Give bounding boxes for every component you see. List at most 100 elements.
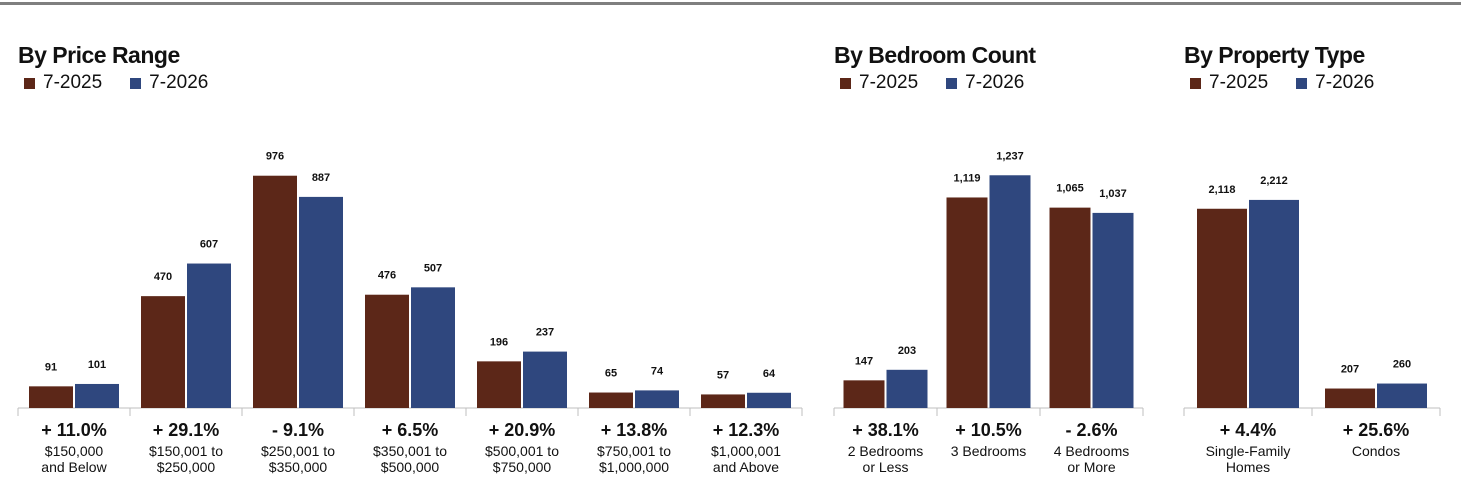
change-label: + 13.8% [601, 420, 668, 440]
data-label: 1,119 [954, 172, 981, 184]
category-label: $750,001 to [597, 443, 671, 459]
bar-7-2026 [1249, 199, 1299, 408]
data-label: 1,237 [996, 150, 1024, 162]
legend: 7-2025 7-2026 [840, 72, 1024, 94]
category-label: 4 Bedrooms [1054, 443, 1129, 459]
change-label: + 38.1% [852, 420, 919, 440]
data-label: 2,212 [1260, 175, 1288, 187]
change-label: + 10.5% [955, 420, 1022, 440]
bar-7-2025 [477, 361, 521, 408]
panel-property-type: By Property Type 7-2025 7-2026 [1184, 0, 1454, 494]
bar-7-2025 [946, 197, 988, 408]
change-label: + 20.9% [489, 420, 556, 440]
data-label: 196 [490, 336, 508, 348]
legend-item-2026: 7-2026 [1296, 72, 1374, 94]
category-label: $250,001 to [261, 443, 335, 459]
category-label: 2 Bedrooms [848, 443, 923, 459]
data-label: 260 [1393, 359, 1411, 371]
bar-7-2026 [747, 392, 791, 408]
legend-item-2026: 7-2026 [946, 72, 1024, 94]
data-label: 476 [378, 270, 396, 282]
legend-swatch-2026 [946, 77, 958, 89]
legend: 7-2025 7-2026 [24, 72, 208, 94]
data-label: 470 [154, 271, 172, 283]
change-label: + 11.0% [41, 420, 107, 440]
legend-swatch-2026 [130, 77, 142, 89]
bar-7-2025 [29, 386, 73, 408]
data-label: 237 [536, 327, 554, 339]
legend-item-2025: 7-2025 [840, 72, 918, 94]
bar-7-2026 [635, 390, 679, 408]
bar-7-2026 [1092, 212, 1134, 408]
top-rule [0, 2, 1461, 5]
change-label: + 25.6% [1343, 420, 1410, 440]
change-label: + 6.5% [382, 420, 439, 440]
category-label: $350,000 [269, 459, 328, 475]
category-label: $150,000 [45, 443, 104, 459]
data-label: 2,118 [1209, 184, 1236, 196]
data-label: 887 [312, 172, 330, 184]
bar-7-2026 [187, 263, 231, 408]
data-label: 74 [651, 365, 664, 377]
bar-7-2025 [1197, 208, 1247, 408]
legend-swatch-2025 [24, 77, 35, 89]
bar-7-2025 [1325, 388, 1375, 408]
data-label: 976 [266, 151, 284, 163]
bar-7-2025 [843, 380, 885, 408]
legend-label-2025: 7-2025 [1209, 72, 1269, 93]
bar-7-2025 [365, 294, 409, 408]
category-label: and Below [41, 459, 107, 475]
data-label: 1,037 [1099, 188, 1127, 200]
legend-swatch-2026 [1296, 77, 1308, 89]
bar-7-2026 [1377, 383, 1427, 408]
bar-7-2026 [989, 175, 1031, 408]
category-label: and Above [713, 459, 779, 475]
legend-item-2025: 7-2025 [24, 72, 102, 94]
change-label: - 9.1% [272, 420, 324, 440]
data-label: 207 [1341, 364, 1359, 376]
bar-7-2025 [589, 392, 633, 408]
legend-swatch-2025 [1190, 77, 1201, 89]
category-label: $500,000 [381, 459, 440, 475]
panel-title: By Price Range [18, 42, 180, 68]
category-label: or Less [863, 459, 909, 475]
change-label: - 2.6% [1065, 420, 1117, 440]
category-label: Condos [1352, 443, 1400, 459]
bar-7-2026 [523, 351, 567, 408]
data-label: 507 [424, 262, 442, 274]
panel-bedroom-count: By Bedroom Count 7-2025 7-2026 [834, 0, 1154, 494]
legend-label-2026: 7-2026 [965, 72, 1025, 93]
bar-7-2026 [886, 369, 928, 408]
data-label: 57 [717, 369, 729, 381]
change-label: + 29.1% [153, 420, 220, 440]
data-label: 64 [763, 368, 776, 380]
bar-7-2025 [141, 296, 185, 408]
legend-label-2026: 7-2026 [1315, 72, 1375, 93]
bar-7-2026 [299, 196, 343, 408]
legend: 7-2025 7-2026 [1190, 72, 1374, 94]
category-label: or More [1067, 459, 1115, 475]
category-label: $350,001 to [373, 443, 447, 459]
legend-label-2026: 7-2026 [149, 72, 209, 93]
bar-7-2026 [411, 287, 455, 408]
bar-7-2025 [253, 175, 297, 408]
change-label: + 4.4% [1220, 420, 1277, 440]
panel-title: By Bedroom Count [834, 42, 1036, 68]
bar-7-2025 [701, 394, 745, 408]
legend-item-2025: 7-2025 [1190, 72, 1268, 94]
category-label: $250,000 [157, 459, 216, 475]
change-label: + 12.3% [713, 420, 780, 440]
panel-title: By Property Type [1184, 42, 1365, 68]
category-label: Homes [1226, 459, 1270, 475]
panel-price-range: By Price Range 7-2025 7-2026 [18, 0, 808, 494]
data-label: 1,065 [1056, 183, 1084, 195]
category-label: $150,001 to [149, 443, 223, 459]
category-label: Single-Family [1206, 443, 1291, 459]
legend-label-2025: 7-2025 [859, 72, 919, 93]
data-label: 203 [898, 345, 916, 357]
data-label: 91 [45, 361, 57, 373]
category-label: $1,000,000 [599, 459, 669, 475]
data-label: 101 [88, 359, 106, 371]
category-label: $500,001 to [485, 443, 559, 459]
